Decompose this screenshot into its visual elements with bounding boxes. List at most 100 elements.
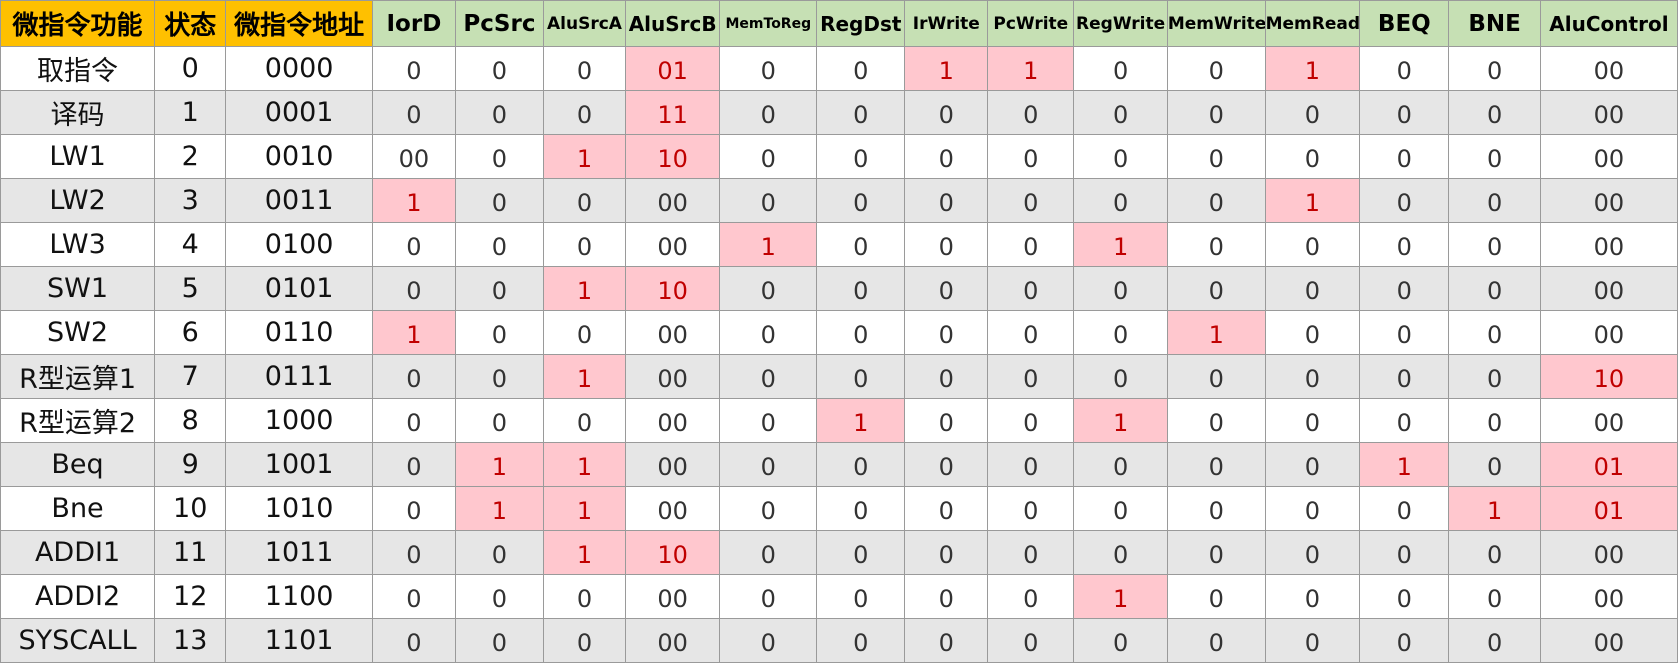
signal-cell: 0 xyxy=(904,90,989,135)
signal-cell: 00 xyxy=(371,134,456,179)
signal-cell: 0 xyxy=(371,442,456,487)
address-cell: 1101 xyxy=(225,618,373,663)
signal-cell: 0 xyxy=(454,178,545,223)
signal-cell: 0 xyxy=(1359,90,1450,135)
signal-cell: 0 xyxy=(454,398,545,443)
header-cell: RegWrite xyxy=(1073,0,1168,47)
signal-cell: 0 xyxy=(904,530,989,575)
header-cell: 微指令功能 xyxy=(0,0,156,47)
function-cell: Beq xyxy=(0,442,156,487)
header-cell: BEQ xyxy=(1359,0,1450,47)
signal-cell: 1 xyxy=(1073,574,1168,619)
signal-cell: 0 xyxy=(1264,442,1361,487)
signal-cell: 0 xyxy=(1166,618,1266,663)
address-cell: 1010 xyxy=(225,486,373,531)
signal-cell: 10 xyxy=(624,530,721,575)
signal-cell: 1 xyxy=(543,266,626,311)
signal-cell: 0 xyxy=(816,618,906,663)
state-cell: 5 xyxy=(154,266,227,311)
header-cell: AluControl xyxy=(1539,0,1678,47)
state-cell: 13 xyxy=(154,618,227,663)
signal-cell: 0 xyxy=(816,222,906,267)
signal-cell: 0 xyxy=(719,442,818,487)
signal-cell: 0 xyxy=(1166,134,1266,179)
signal-cell: 0 xyxy=(1166,442,1266,487)
header-cell: PcSrc xyxy=(454,0,545,47)
signal-cell: 1 xyxy=(1264,46,1361,91)
signal-cell: 0 xyxy=(904,134,989,179)
signal-cell: 0 xyxy=(904,398,989,443)
signal-cell: 0 xyxy=(987,178,1075,223)
signal-cell: 1 xyxy=(371,310,456,355)
signal-cell: 0 xyxy=(904,266,989,311)
signal-cell: 0 xyxy=(1073,46,1168,91)
signal-cell: 0 xyxy=(371,574,456,619)
signal-cell: 0 xyxy=(371,46,456,91)
signal-cell: 0 xyxy=(543,618,626,663)
signal-cell: 00 xyxy=(624,486,721,531)
signal-cell: 0 xyxy=(1264,486,1361,531)
function-cell: SW2 xyxy=(0,310,156,355)
signal-cell: 0 xyxy=(816,354,906,399)
signal-cell: 0 xyxy=(371,266,456,311)
signal-cell: 00 xyxy=(624,222,721,267)
signal-cell: 0 xyxy=(1359,222,1450,267)
table-row: ADDI1 11 1011 0 0 1 10 0 0 0 0 0 0 0 0 0 00 xyxy=(0,530,1678,575)
signal-cell: 0 xyxy=(1448,310,1541,355)
table-row: Beq 9 1001 0 1 1 00 0 0 0 0 0 0 0 1 0 01 xyxy=(0,442,1678,487)
signal-cell: 0 xyxy=(987,486,1075,531)
signal-cell: 0 xyxy=(1073,310,1168,355)
signal-cell: 0 xyxy=(904,354,989,399)
signal-cell: 0 xyxy=(371,90,456,135)
address-cell: 1000 xyxy=(225,398,373,443)
signal-cell: 0 xyxy=(543,398,626,443)
signal-cell: 1 xyxy=(816,398,906,443)
state-cell: 10 xyxy=(154,486,227,531)
signal-cell: 0 xyxy=(719,618,818,663)
signal-cell: 0 xyxy=(1359,530,1450,575)
state-cell: 0 xyxy=(154,46,227,91)
table-row: ADDI2 12 1100 0 0 0 00 0 0 0 0 1 0 0 0 0 00 xyxy=(0,574,1678,619)
signal-cell: 0 xyxy=(371,618,456,663)
header-cell: RegDst xyxy=(816,0,906,47)
signal-cell: 0 xyxy=(454,266,545,311)
signal-cell: 0 xyxy=(987,398,1075,443)
state-cell: 12 xyxy=(154,574,227,619)
signal-cell: 0 xyxy=(1264,574,1361,619)
table-row: SW2 6 0110 1 0 0 00 0 0 0 0 0 1 0 0 0 00 xyxy=(0,310,1678,355)
signal-cell: 0 xyxy=(1359,134,1450,179)
header-cell: IrWrite xyxy=(904,0,989,47)
signal-cell: 1 xyxy=(1073,398,1168,443)
signal-cell: 00 xyxy=(1539,398,1678,443)
signal-cell: 0 xyxy=(1073,266,1168,311)
signal-cell: 0 xyxy=(1073,90,1168,135)
signal-cell: 0 xyxy=(816,530,906,575)
signal-cell: 00 xyxy=(1539,222,1678,267)
signal-cell: 0 xyxy=(719,574,818,619)
state-cell: 6 xyxy=(154,310,227,355)
signal-cell: 0 xyxy=(1166,222,1266,267)
signal-cell: 0 xyxy=(816,310,906,355)
signal-cell: 0 xyxy=(816,90,906,135)
signal-cell: 0 xyxy=(987,354,1075,399)
signal-cell: 0 xyxy=(1264,266,1361,311)
signal-cell: 0 xyxy=(1359,46,1450,91)
signal-cell: 0 xyxy=(1448,574,1541,619)
signal-cell: 0 xyxy=(1073,442,1168,487)
header-cell: MemWrite xyxy=(1166,0,1266,47)
signal-cell: 0 xyxy=(1448,354,1541,399)
signal-cell: 11 xyxy=(624,90,721,135)
table-row: LW1 2 0010 00 0 1 10 0 0 0 0 0 0 0 0 0 00 xyxy=(0,134,1678,179)
signal-cell: 0 xyxy=(719,134,818,179)
address-cell: 0100 xyxy=(225,222,373,267)
table-row: LW2 3 0011 1 0 0 00 0 0 0 0 0 0 1 0 0 00 xyxy=(0,178,1678,223)
state-cell: 11 xyxy=(154,530,227,575)
state-cell: 1 xyxy=(154,90,227,135)
signal-cell: 1 xyxy=(1359,442,1450,487)
signal-cell: 00 xyxy=(624,442,721,487)
header-cell: BNE xyxy=(1448,0,1541,47)
signal-cell: 0 xyxy=(1359,574,1450,619)
header-cell: 状态 xyxy=(154,0,227,47)
signal-cell: 0 xyxy=(1359,310,1450,355)
signal-cell: 00 xyxy=(1539,530,1678,575)
